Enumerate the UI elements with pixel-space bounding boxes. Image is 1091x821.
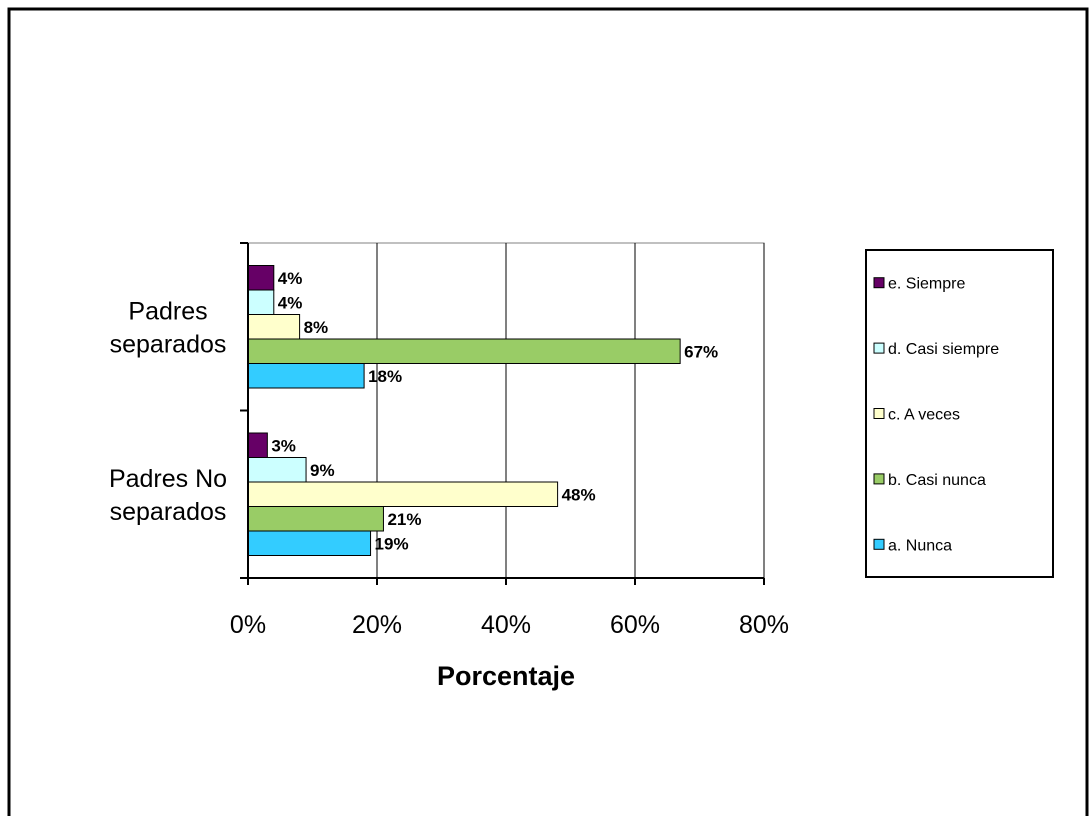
- data-label: 48%: [562, 485, 596, 504]
- x-tick-label: 0%: [230, 611, 266, 639]
- data-label: 67%: [684, 342, 718, 361]
- legend-swatch: [873, 538, 885, 550]
- legend-swatch: [873, 473, 885, 485]
- bar: [247, 481, 559, 507]
- category-label: Padres separados: [110, 297, 227, 358]
- legend-label: d. Casi siempre: [888, 341, 999, 358]
- data-label: 19%: [375, 534, 409, 553]
- bar: [247, 363, 365, 389]
- bar: [247, 432, 268, 458]
- bar: [247, 265, 275, 291]
- legend-swatch: [873, 342, 885, 354]
- data-label: 9%: [310, 461, 335, 480]
- bar: [247, 530, 372, 556]
- x-tick-label: 60%: [610, 611, 660, 639]
- data-label: 3%: [271, 436, 296, 455]
- bar: [247, 457, 307, 483]
- data-label: 18%: [368, 367, 402, 386]
- data-label: 4%: [278, 293, 303, 312]
- x-tick-label: 80%: [739, 611, 789, 639]
- data-label: 8%: [304, 318, 329, 337]
- bar: [247, 314, 301, 340]
- bar: [247, 506, 384, 532]
- category-label: Padres No separados: [109, 465, 227, 526]
- data-label: 21%: [387, 510, 421, 529]
- axes: 0% 20% 40% 60% 80% Padres separados Padres No se…: [109, 242, 789, 639]
- bars: [247, 265, 681, 556]
- x-tick-label: 40%: [481, 611, 531, 639]
- data-label: 4%: [278, 269, 303, 288]
- legend-label: c. A veces: [888, 407, 960, 424]
- legend-box: [865, 249, 1054, 578]
- data-labels: 4%4%8%67%18%3%9%48%21%19%: [271, 269, 718, 554]
- x-axis-title: Porcentaje: [437, 661, 575, 691]
- legend-label: a. Nunca: [888, 537, 952, 554]
- legend-label: b. Casi nunca: [888, 472, 986, 489]
- legend: e. Siempre d. Casi siempre c. A veces b. Ca…: [865, 249, 1054, 578]
- legend-swatch: [873, 277, 885, 289]
- bar: [247, 338, 681, 364]
- x-tick-label: 20%: [352, 611, 402, 639]
- legend-swatch: [873, 408, 885, 419]
- legend-label: e. Siempre: [888, 276, 965, 293]
- bar: [247, 289, 275, 315]
